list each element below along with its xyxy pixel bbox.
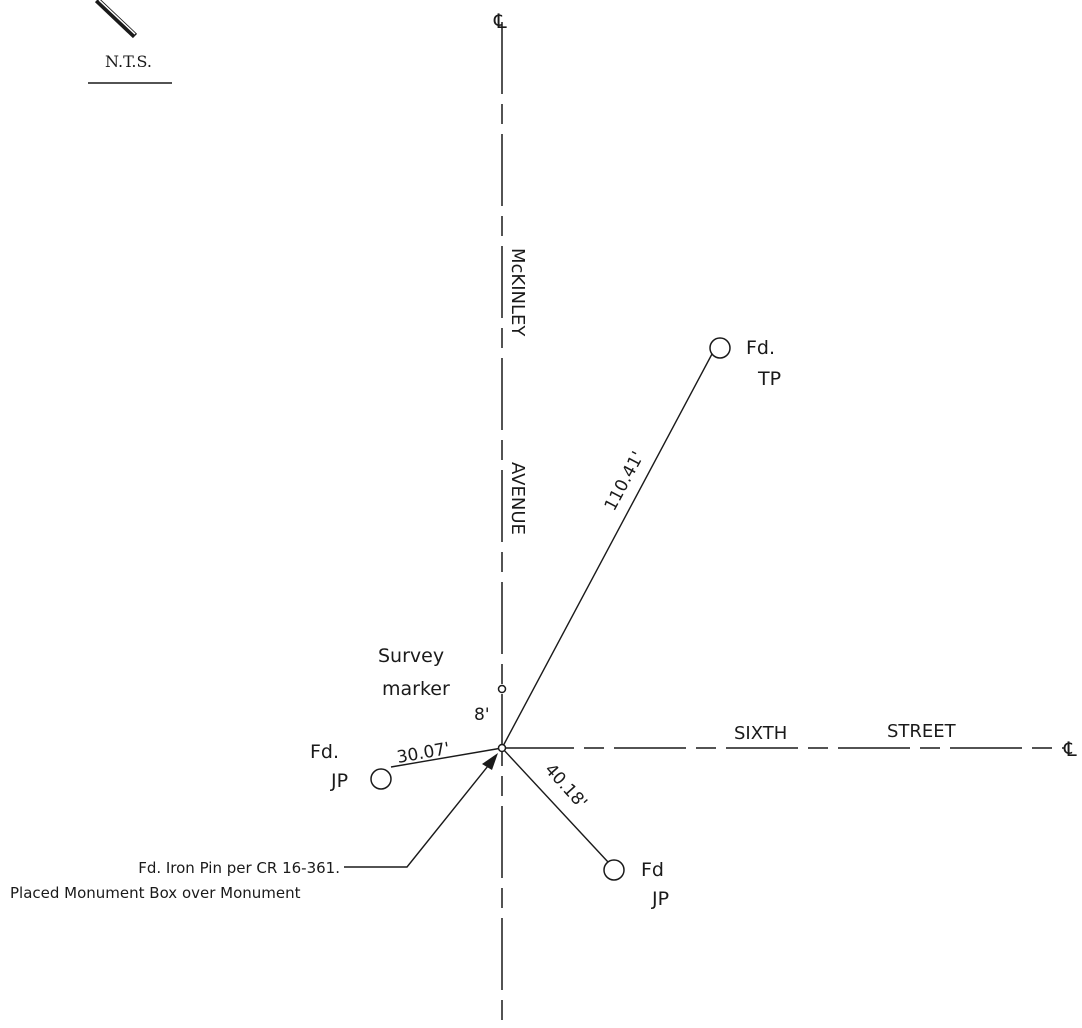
scale-note: N.T.S. [105,52,152,71]
monument-jp-south-label-1: Fd [641,859,664,881]
monument-tp-label-1: Fd. [746,337,775,359]
monument-tp-label-2: TP [757,368,781,390]
avenue-name-2: AVENUE [507,462,528,535]
monument-jp-west-label-1: Fd. [310,741,339,763]
callout-line-2: Placed Monument Box over Monument [10,884,301,902]
north-arrow-icon [94,0,138,39]
callout-leader [344,760,493,868]
distance-jp-south: 40.18' [540,760,591,813]
centerline-symbol-right: ℄ [1063,737,1077,761]
monument-jp-west-icon [370,768,392,790]
survey-marker-offset: 8' [474,705,490,725]
tie-line-jp-south [501,747,609,863]
distance-tp: 110.41' [601,448,649,514]
monument-jp-west-label-2: JP [330,770,348,792]
centerline-symbol-top: ℄ [493,9,507,33]
street-name-2: STREET [887,721,957,742]
avenue-name-1: McKINLEY [507,248,528,337]
monument-tp-icon [709,337,731,359]
street-name-1: SIXTH [734,723,787,744]
tie-line-tp [501,353,713,749]
intersection-monument [497,743,507,753]
callout-arrowhead-icon [482,753,498,770]
survey-marker-label-1: Survey [378,645,444,667]
tie-line-jp-west [390,747,503,768]
distance-jp-west: 30.07' [395,739,451,768]
callout-line-1: Fd. Iron Pin per CR 16-361. [138,859,340,877]
survey-marker-point [497,684,507,694]
monument-jp-south-icon [603,859,625,881]
monument-jp-south-label-2: JP [651,888,669,910]
survey-marker-label-2: marker [382,678,450,700]
